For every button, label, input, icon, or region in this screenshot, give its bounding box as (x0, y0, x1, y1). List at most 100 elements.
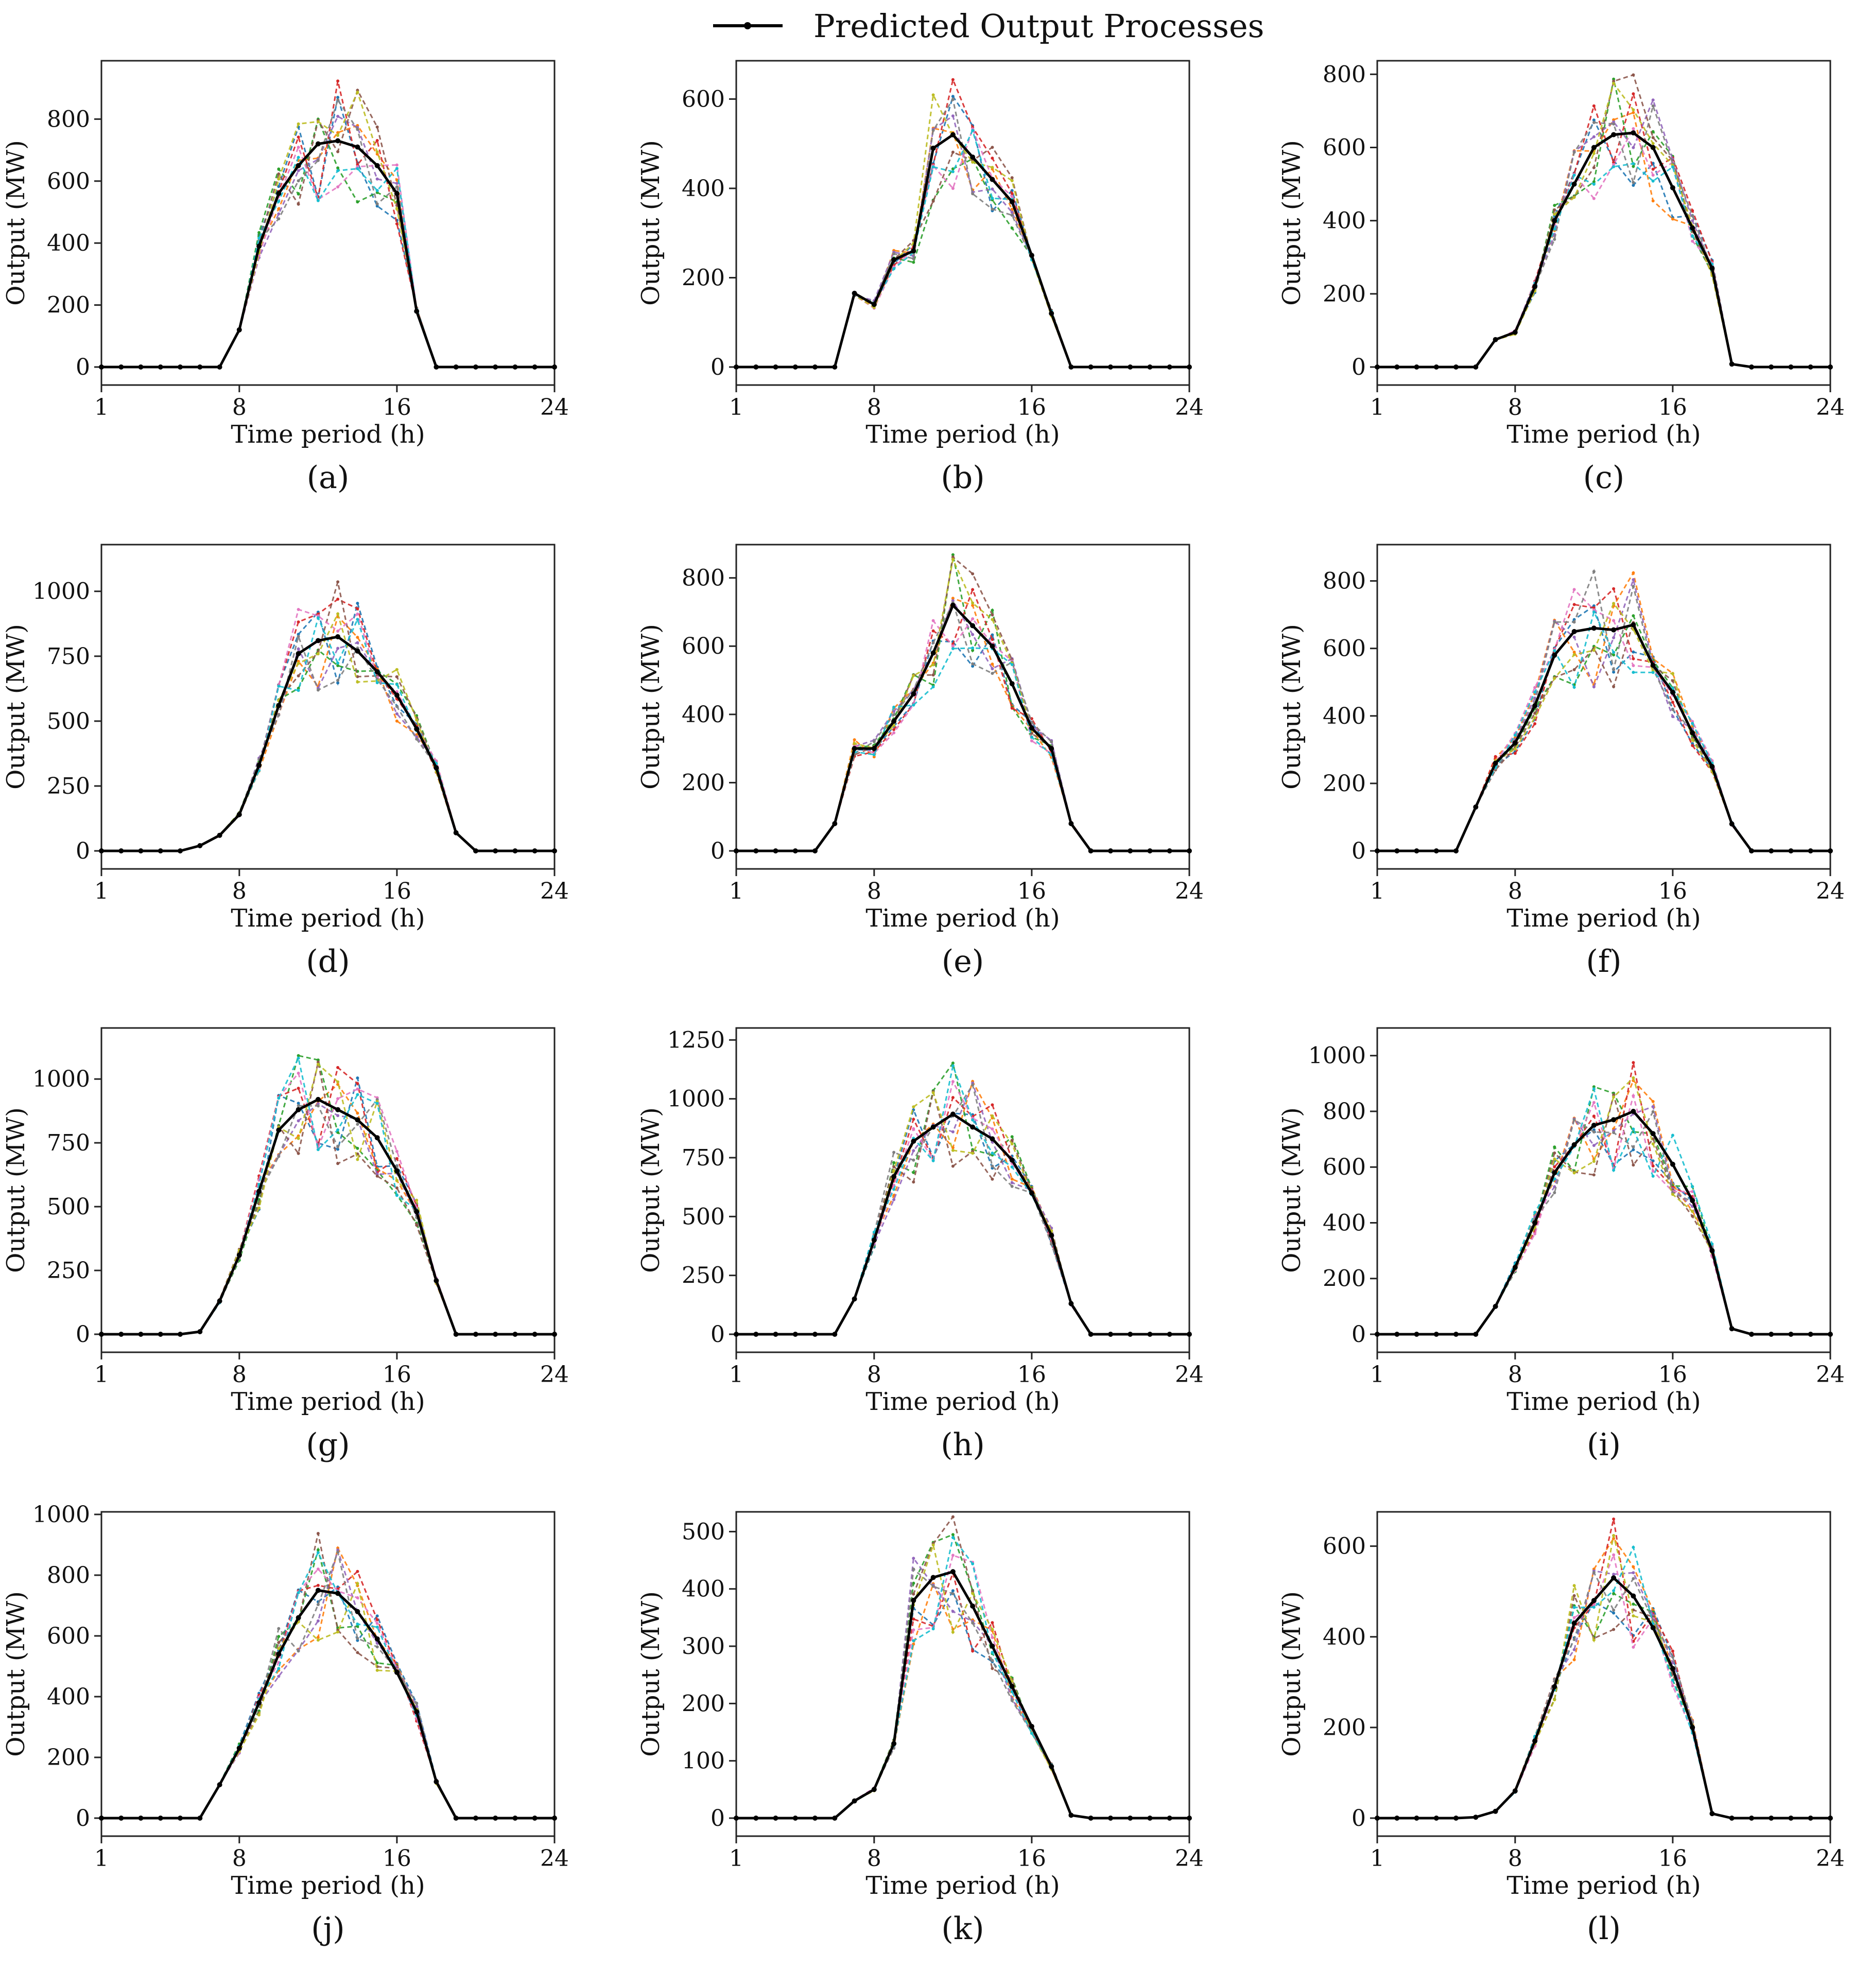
scenario-line (101, 1066, 555, 1335)
predicted-point (1128, 1332, 1133, 1337)
predicted-point (792, 1816, 798, 1821)
predicted-point (315, 1588, 321, 1593)
scenario-point (1612, 1131, 1616, 1135)
scenario-point (1010, 1181, 1014, 1184)
predicted-point (1650, 1131, 1656, 1137)
predicted-point (355, 1117, 360, 1123)
predicted-point (1049, 1232, 1054, 1238)
scenario-point (951, 78, 955, 81)
scenario-point (375, 1621, 379, 1625)
scenario-line (736, 1567, 1189, 1819)
scenario-point (1651, 173, 1655, 177)
scenario-point (356, 200, 359, 204)
scenario-point (297, 179, 300, 183)
scenario-point (951, 1096, 955, 1100)
scenario-point (951, 1589, 955, 1593)
scenario-point (1050, 740, 1053, 744)
scenario-point (316, 1619, 320, 1623)
scenario-point (1651, 199, 1655, 203)
scenario-point (1671, 1133, 1674, 1137)
chart-panel-5: 0 200 400 600 800 1 8 16 24 Time period (h) Output… (636, 544, 1204, 980)
scenario-point (1671, 708, 1674, 711)
predicted-point (812, 1816, 818, 1821)
predicted-point (1788, 364, 1794, 370)
predicted-point (1552, 218, 1557, 223)
scenario-point (316, 199, 320, 202)
predicted-point (118, 848, 124, 853)
scenario-point (316, 120, 320, 124)
scenario-point (395, 683, 398, 686)
predicted-point (1552, 652, 1557, 658)
scenario-point (971, 1118, 975, 1122)
scenario-point (892, 1188, 896, 1191)
scenario-point (395, 675, 398, 678)
scenario-point (1612, 1518, 1616, 1521)
x-axis-label: Time period (h) (865, 904, 1060, 933)
predicted-point (1375, 1816, 1380, 1821)
predicted-point (374, 1636, 380, 1642)
scenario-line (101, 1533, 555, 1819)
predicted-point (512, 364, 518, 370)
scenario-line (736, 1061, 1189, 1335)
scenario-point (356, 602, 359, 605)
scenario-line (101, 581, 555, 852)
scenario-line (101, 1103, 555, 1335)
scenario-point (971, 1083, 975, 1087)
predicted-point (1394, 1332, 1400, 1337)
scenario-line (101, 615, 555, 852)
scenario-point (297, 1119, 300, 1123)
scenario-point (1612, 653, 1616, 657)
predicted-point (138, 364, 144, 370)
predicted-point (217, 364, 222, 370)
scenario-point (1592, 1101, 1596, 1104)
scenario-point (277, 167, 281, 171)
x-tick-label: 16 (383, 878, 411, 904)
scenario-point (1010, 226, 1014, 230)
scenario-point (1632, 1545, 1635, 1549)
scenario-point (395, 668, 398, 671)
predicted-point (1453, 364, 1459, 370)
chart-panel-1: 0 200 400 600 800 1 8 16 24 Time period (h) Output… (2, 60, 569, 496)
predicted-point (512, 1816, 518, 1821)
predicted-point (99, 1816, 104, 1821)
scenario-point (395, 167, 398, 170)
scenario-point (336, 661, 340, 665)
scenario-point (1592, 1144, 1596, 1147)
x-tick-label: 24 (1816, 394, 1845, 421)
predicted-point (911, 248, 916, 254)
predicted-point (1769, 364, 1774, 370)
y-axis-label: Output (MW) (636, 624, 665, 790)
predicted-point (950, 1569, 956, 1575)
y-tick-label: 800 (1323, 1098, 1366, 1125)
scenario-point (415, 733, 419, 737)
predicted-point (891, 257, 897, 263)
predicted-point (394, 1669, 400, 1675)
predicted-point (414, 308, 420, 314)
scenario-point (1671, 1684, 1674, 1688)
scenario-point (951, 170, 955, 173)
scenario-point (415, 1702, 419, 1705)
scenario-point (336, 1550, 340, 1554)
scenario-point (1632, 650, 1635, 654)
scenario-point (1632, 165, 1635, 168)
predicted-point (950, 132, 956, 137)
scenario-point (316, 616, 320, 620)
predicted-point (1473, 804, 1479, 810)
scenario-point (1632, 127, 1635, 130)
scenario-point (375, 125, 379, 129)
predicted-point (296, 651, 301, 656)
y-tick-label: 0 (1351, 354, 1366, 380)
scenario-point (971, 1621, 975, 1625)
chart-panel-12: 0 200 400 600 1 8 16 24 Time period (h) Output (M… (1277, 1511, 1845, 1947)
predicted-point (812, 364, 818, 370)
predicted-point (1611, 1117, 1617, 1123)
predicted-point (296, 1615, 301, 1620)
y-axis-label: Output (MW) (2, 1591, 30, 1757)
scenario-point (336, 664, 340, 667)
predicted-point (990, 1644, 995, 1649)
scenario-line (101, 145, 555, 368)
y-tick-label: 1000 (32, 1066, 90, 1092)
x-tick-label: 16 (383, 394, 411, 421)
predicted-point (1571, 1620, 1577, 1626)
scenario-line (1377, 577, 1830, 852)
